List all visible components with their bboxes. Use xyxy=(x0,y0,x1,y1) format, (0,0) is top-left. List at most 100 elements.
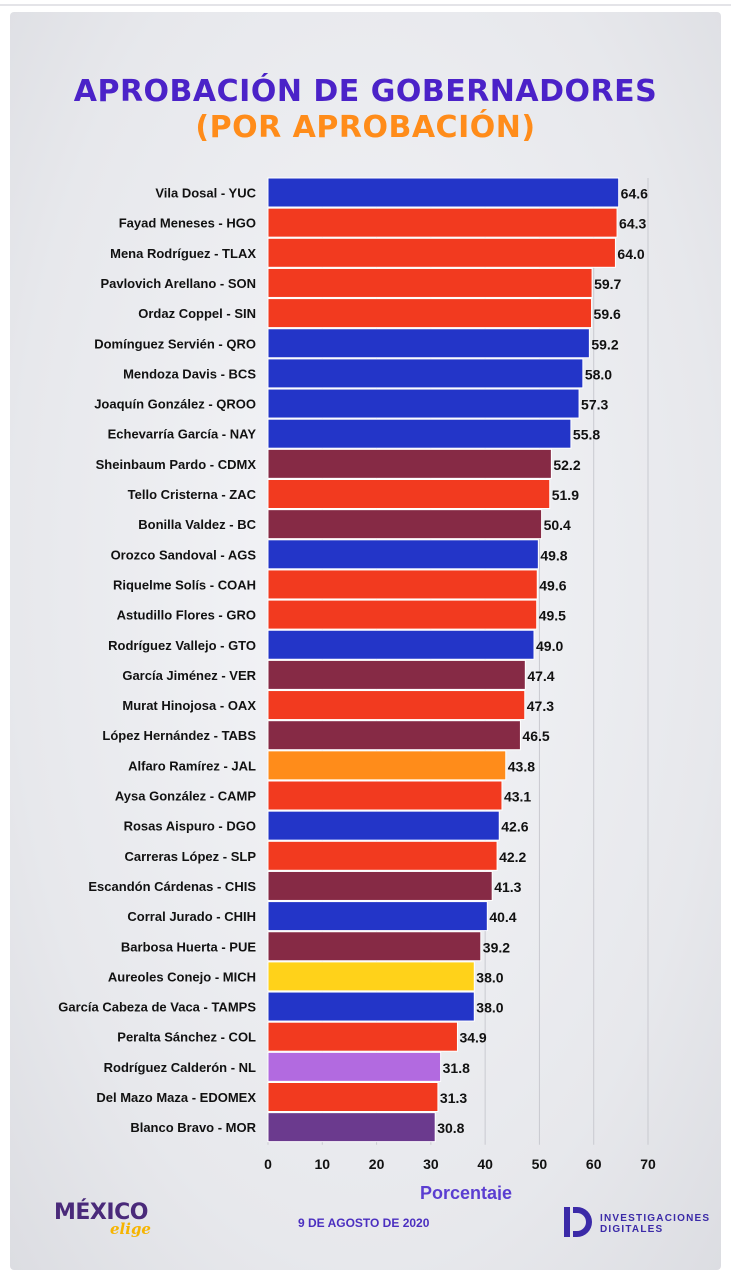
logo-elige-text: elige xyxy=(110,1220,151,1238)
value-label: 49.0 xyxy=(536,638,563,654)
value-label: 38.0 xyxy=(476,969,503,985)
category-label: Aysa González - CAMP xyxy=(115,789,256,804)
value-label: 34.9 xyxy=(459,1030,486,1046)
value-label: 30.8 xyxy=(437,1120,464,1136)
bar xyxy=(267,720,521,751)
value-label: 59.6 xyxy=(594,306,621,322)
category-label: Rodríguez Calderón - NL xyxy=(104,1060,256,1075)
bar xyxy=(267,358,584,389)
value-label: 64.3 xyxy=(619,216,646,232)
mexico-elige-logo: MÉXICO elige xyxy=(54,1200,184,1246)
value-label: 39.2 xyxy=(483,939,510,955)
logo-mexico-text: MÉXICO xyxy=(54,1200,148,1225)
bar xyxy=(267,659,526,690)
category-label: Domínguez Servién - QRO xyxy=(94,336,256,351)
bar xyxy=(267,539,539,570)
value-label: 38.0 xyxy=(476,1000,503,1016)
value-label: 40.4 xyxy=(489,909,516,925)
value-label: 31.3 xyxy=(440,1090,467,1106)
bars-group xyxy=(267,177,620,1143)
bar xyxy=(267,780,503,811)
category-label: Alfaro Ramírez - JAL xyxy=(128,758,256,773)
category-label: Ordaz Coppel - SIN xyxy=(138,306,256,321)
tick-label: 30 xyxy=(423,1156,439,1172)
value-label: 50.4 xyxy=(544,517,571,533)
category-label: Pavlovich Arellano - SON xyxy=(100,276,256,291)
value-label: 31.8 xyxy=(443,1060,470,1076)
category-label: Fayad Meneses - HGO xyxy=(119,216,256,231)
value-label: 42.6 xyxy=(501,819,528,835)
category-label: Murat Hinojosa - OAX xyxy=(122,698,256,713)
category-labels: Vila Dosal - YUC Fayad Meneses - HGO Mena … xyxy=(58,186,256,1136)
category-label: Escandón Cárdenas - CHIS xyxy=(88,879,256,894)
category-label: Rodríguez Vallejo - GTO xyxy=(108,638,256,653)
bar xyxy=(267,479,551,509)
category-label: Riquelme Solís - COAH xyxy=(113,577,256,592)
d-logo-icon xyxy=(564,1207,592,1237)
value-label: 46.5 xyxy=(522,728,549,744)
category-label: García Jiménez - VER xyxy=(122,668,256,683)
category-label: Mendoza Davis - BCS xyxy=(123,366,256,381)
bar xyxy=(267,991,475,1022)
bar xyxy=(267,1021,458,1052)
chart-title: APROBACIÓN DE GOBERNADORES xyxy=(73,74,658,109)
bar xyxy=(267,237,616,268)
value-label: 57.3 xyxy=(581,397,608,413)
category-label: López Hernández - TABS xyxy=(102,728,256,743)
bar xyxy=(267,901,488,932)
value-label: 59.7 xyxy=(594,276,621,292)
category-label: Sheinbaum Pardo - CDMX xyxy=(96,457,257,472)
bar xyxy=(267,840,498,871)
bar xyxy=(267,177,620,208)
tick-label: 10 xyxy=(314,1156,330,1172)
investigaciones-digitales-logo: INVESTIGACIONES DIGITALES xyxy=(562,1205,712,1245)
tick-label: 70 xyxy=(640,1156,656,1172)
value-label: 42.2 xyxy=(499,849,526,865)
bar xyxy=(267,298,593,329)
x-axis-ticks: 0 10 20 30 40 50 60 70 xyxy=(264,1156,656,1172)
tick-label: 40 xyxy=(477,1156,493,1172)
value-label: 47.4 xyxy=(527,668,554,684)
bar xyxy=(267,870,493,901)
category-label: Del Mazo Maza - EDOMEX xyxy=(96,1090,256,1105)
category-label: Joaquín González - QROO xyxy=(94,397,256,412)
bar xyxy=(267,599,538,630)
category-label: Vila Dosal - YUC xyxy=(155,186,256,201)
value-labels: 64.6 64.3 64.0 59.7 59.6 59.2 58.0 57.3 55.8 52.2… xyxy=(437,186,648,1137)
logo-line-2: DIGITALES xyxy=(600,1224,664,1235)
value-label: 51.9 xyxy=(552,487,579,503)
value-label: 41.3 xyxy=(494,879,521,895)
bar xyxy=(267,690,526,721)
value-label: 55.8 xyxy=(573,427,600,443)
top-divider xyxy=(0,4,731,6)
category-label: Rosas Aispuro - DGO xyxy=(124,819,256,834)
value-label: 58.0 xyxy=(585,366,612,382)
category-label: Mena Rodríguez - TLAX xyxy=(110,246,256,261)
bar xyxy=(267,207,618,238)
category-label: Peralta Sánchez - COL xyxy=(117,1030,256,1045)
bar xyxy=(267,328,590,359)
bar xyxy=(267,418,572,449)
category-label: Blanco Bravo - MOR xyxy=(130,1120,256,1135)
category-label: Astudillo Flores - GRO xyxy=(117,608,256,623)
value-label: 43.1 xyxy=(504,789,531,805)
chart-subtitle: (POR APROBACIÓN) xyxy=(195,110,536,145)
bar xyxy=(267,1112,436,1143)
category-label: Corral Jurado - CHIH xyxy=(127,909,256,924)
bar xyxy=(267,388,580,419)
category-label: Carreras López - SLP xyxy=(125,849,257,864)
bar xyxy=(267,810,500,841)
category-label: Bonilla Valdez - BC xyxy=(138,517,256,532)
bar xyxy=(267,267,593,298)
tick-label: 20 xyxy=(369,1156,385,1172)
bar xyxy=(267,1051,442,1082)
tick-label: 50 xyxy=(532,1156,548,1172)
value-label: 47.3 xyxy=(527,698,554,714)
value-label: 52.2 xyxy=(553,457,580,473)
value-label: 64.0 xyxy=(617,246,644,262)
bar xyxy=(267,750,507,781)
category-label: Barbosa Huerta - PUE xyxy=(121,939,256,954)
logo-line-1: INVESTIGACIONES xyxy=(600,1213,711,1224)
bar xyxy=(267,931,482,962)
tick-label: 0 xyxy=(264,1156,272,1172)
